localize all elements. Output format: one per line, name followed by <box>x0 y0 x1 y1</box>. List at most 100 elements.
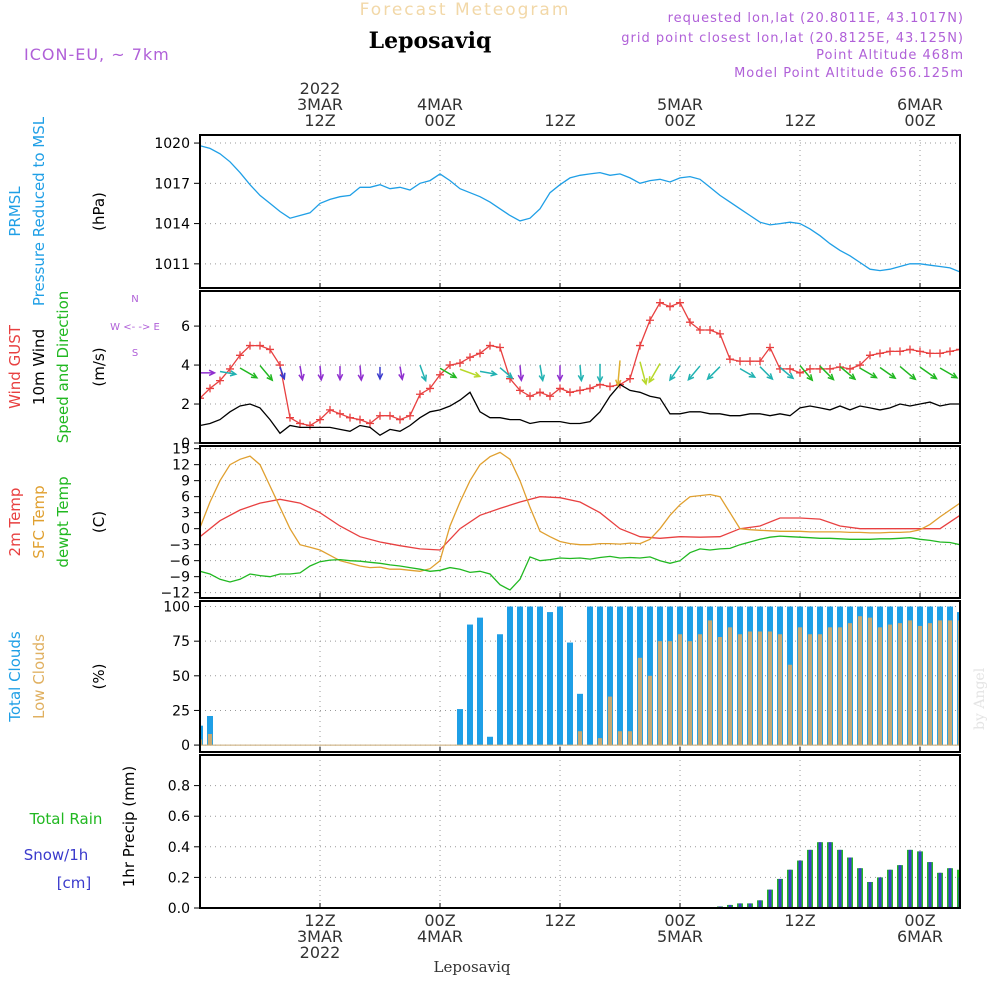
y-tick-label: 4 <box>181 358 190 374</box>
gust-point-marker <box>526 392 534 401</box>
gust-point-marker <box>856 361 864 370</box>
wind-direction-arrow <box>739 367 756 378</box>
bottom-time-tick-label: 12Z <box>784 911 815 930</box>
y-tick-label: 0.4 <box>168 840 190 856</box>
gust-point-marker <box>566 388 574 397</box>
wind-direction-arrow <box>839 366 856 380</box>
model-label: ICON-EU, ~ 7km <box>24 45 170 64</box>
wind-arrow-head <box>641 377 648 386</box>
bottom-time-tick-label: 00Z <box>664 911 695 930</box>
gust-point-marker <box>466 353 474 362</box>
wind-arrow-head <box>449 372 458 379</box>
gust-point-marker <box>336 409 344 418</box>
pressure-series-line <box>200 145 960 273</box>
clouds-low-bar <box>937 620 943 746</box>
gust-point-marker <box>376 411 384 420</box>
y-tick-label: 0.6 <box>168 809 190 825</box>
wind-direction-arrow <box>859 367 877 379</box>
clouds-low-bar <box>827 627 833 746</box>
y-axis-label: Pressure Reduced to MSL <box>30 116 48 306</box>
temperature-dewpt-line <box>200 535 960 591</box>
wind-direction-arrow <box>687 365 701 381</box>
gust-point-marker <box>696 325 704 334</box>
precip-snow-bar <box>848 857 852 908</box>
gust-point-marker <box>266 345 274 354</box>
clouds-low-bar <box>897 623 903 746</box>
y-tick-label: 75 <box>172 634 190 650</box>
clouds-low-bar <box>927 623 933 746</box>
gust-point-marker <box>626 374 634 383</box>
wind-direction-arrow <box>499 367 513 379</box>
gust-point-marker <box>676 298 684 307</box>
y-axis-label: Low Clouds <box>30 634 48 719</box>
clouds-low-bar <box>707 620 713 746</box>
precip-snow-bar <box>838 849 842 908</box>
clouds-total-bar <box>537 606 543 746</box>
gust-point-marker <box>576 386 584 395</box>
wind-direction-arrow <box>279 366 285 379</box>
y-axis-label: Wind GUST <box>6 324 24 409</box>
precip-snow-bar <box>888 869 892 908</box>
plot-area <box>200 842 960 908</box>
clouds-total-bar <box>517 606 523 746</box>
precip-snow-bar <box>778 878 782 908</box>
wind-direction-arrow <box>459 368 480 378</box>
wind-direction-arrow <box>707 366 721 380</box>
y-axis-label: Speed and Direction <box>54 291 72 444</box>
clouds-total-bar <box>467 624 473 746</box>
precip-snow-bar <box>728 904 732 908</box>
y-tick-label: 0 <box>181 738 190 754</box>
compass-south: S <box>132 348 138 359</box>
clouds-low-bar <box>777 634 783 746</box>
precip-snow-bar <box>868 881 872 908</box>
wind-direction-arrow <box>759 366 773 380</box>
gust-point-marker <box>456 359 464 368</box>
clouds-total-bar <box>527 606 533 746</box>
y-tick-label: 50 <box>172 669 190 685</box>
wind-direction-arrow <box>439 367 457 379</box>
panel-frame <box>199 754 961 909</box>
wind-arrow-head <box>787 372 795 380</box>
gust-point-marker <box>756 357 764 366</box>
wind-direction-arrow <box>419 364 427 381</box>
y-tick-label: 6 <box>181 490 190 506</box>
gust-point-marker <box>536 388 544 397</box>
grid-point-lonlat: grid point closest lon,lat (20.8125E, 43… <box>621 31 964 46</box>
y-tick-label: 0.0 <box>168 901 190 917</box>
plot-area <box>200 606 960 746</box>
clouds-low-bar <box>787 664 793 746</box>
requested-lonlat: requested lon,lat (20.8011E, 43.1017N) <box>668 11 964 26</box>
plot-area <box>200 451 960 591</box>
clouds-low-bar <box>677 634 683 746</box>
precip-snow-bar <box>878 877 882 908</box>
gust-point-marker <box>956 345 960 354</box>
temperature-t2m-line <box>200 496 960 551</box>
gust-point-marker <box>706 325 714 334</box>
wind-arrow-head <box>827 373 835 381</box>
clouds-total-bar <box>200 725 203 746</box>
wind-arrow-head <box>687 373 695 382</box>
wind-arrow-head <box>870 372 878 379</box>
y-tick-label: 0.8 <box>168 779 190 795</box>
clouds-low-bar <box>200 739 203 746</box>
clouds-low-bar <box>717 637 723 746</box>
wind-direction-arrow <box>479 370 497 376</box>
clouds-low-bar <box>847 623 853 746</box>
wind-arrow-head <box>614 379 622 388</box>
y-tick-label: 1017 <box>154 176 190 192</box>
clouds-total-bar <box>477 617 483 746</box>
y-tick-label: 1014 <box>154 217 190 233</box>
gust-point-marker <box>316 415 324 424</box>
gust-point-marker <box>206 384 214 393</box>
footer-location: Leposaviq <box>434 958 511 976</box>
clouds-low-bar <box>767 631 773 746</box>
clouds-total-bar <box>497 634 503 746</box>
gust-point-marker <box>486 341 494 350</box>
location-title: Leposaviq <box>369 28 492 54</box>
clouds-low-bar <box>687 641 693 746</box>
precip-snow-bar <box>798 860 802 908</box>
gust-point-marker <box>896 347 904 356</box>
bottom-time-tick-label: 00Z <box>424 911 455 930</box>
clouds-low-bar <box>947 620 953 746</box>
